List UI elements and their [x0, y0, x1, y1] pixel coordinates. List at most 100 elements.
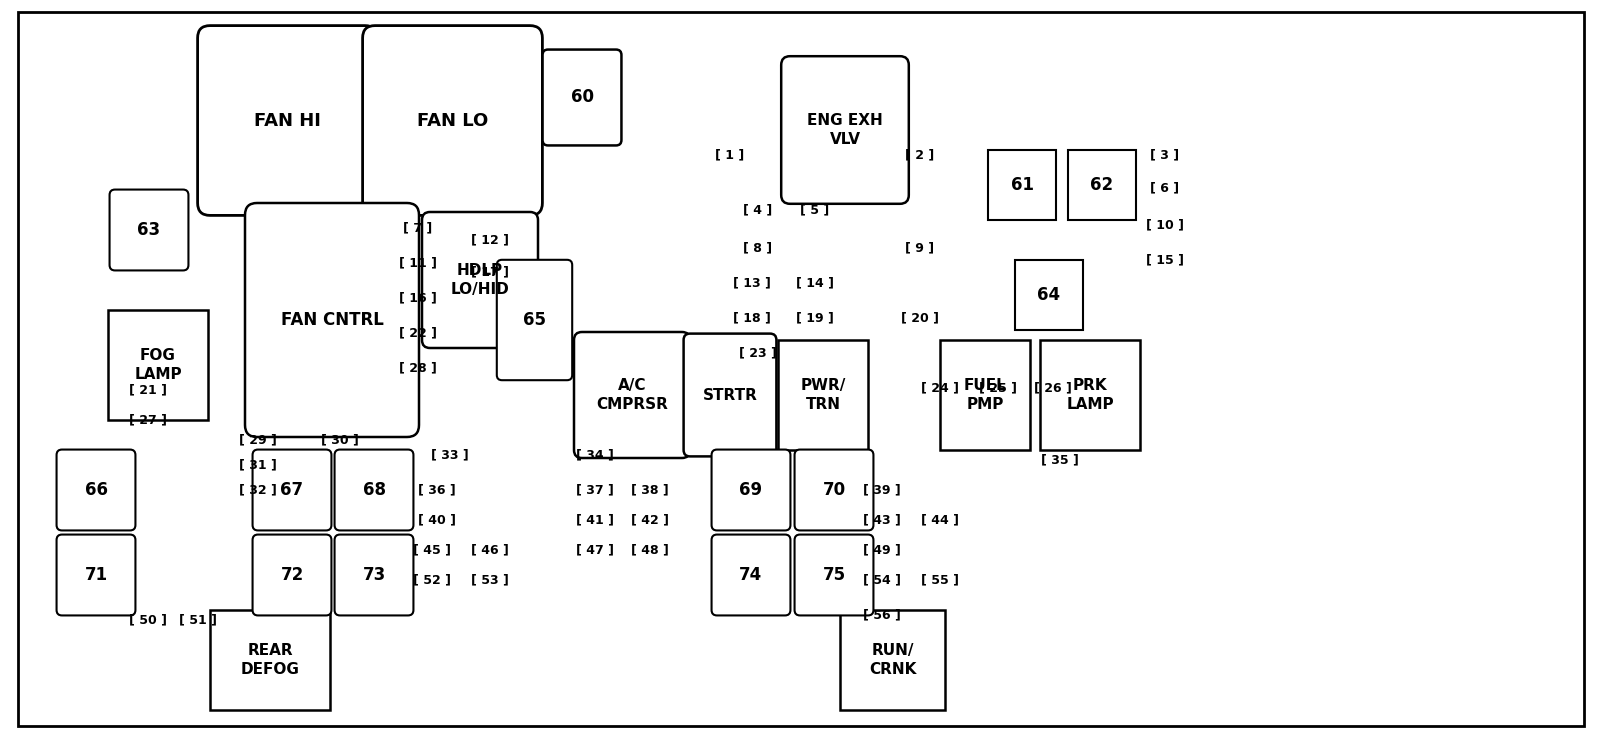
- Text: [ 28 ]: [ 28 ]: [399, 362, 437, 374]
- Text: [ 11 ]: [ 11 ]: [399, 257, 437, 269]
- Text: FUEL
PMP: FUEL PMP: [964, 378, 1006, 412]
- Text: [ 5 ]: [ 5 ]: [801, 204, 830, 216]
- Bar: [107, 310, 208, 420]
- Text: [ 8 ]: [ 8 ]: [743, 241, 772, 255]
- FancyBboxPatch shape: [335, 534, 413, 615]
- Text: [ 13 ]: [ 13 ]: [734, 277, 771, 289]
- Text: A/C
CMPRSR: A/C CMPRSR: [596, 378, 668, 412]
- FancyBboxPatch shape: [362, 26, 543, 215]
- Text: [ 15 ]: [ 15 ]: [1145, 253, 1184, 266]
- Bar: [1069, 150, 1136, 220]
- Text: [ 54 ]: [ 54 ]: [863, 573, 900, 587]
- Text: 66: 66: [85, 481, 107, 499]
- Bar: [779, 340, 868, 450]
- Text: FAN HI: FAN HI: [255, 111, 320, 129]
- Text: 71: 71: [85, 566, 107, 584]
- Text: [ 6 ]: [ 6 ]: [1150, 182, 1179, 195]
- Text: [ 35 ]: [ 35 ]: [1041, 453, 1078, 466]
- FancyBboxPatch shape: [497, 260, 572, 380]
- Text: 72: 72: [280, 566, 304, 584]
- Text: [ 53 ]: [ 53 ]: [471, 573, 509, 587]
- Text: 65: 65: [522, 311, 546, 329]
- Text: STRTR: STRTR: [703, 387, 758, 402]
- Text: 75: 75: [822, 566, 846, 584]
- Text: 68: 68: [362, 481, 386, 499]
- FancyBboxPatch shape: [543, 49, 622, 145]
- Text: [ 49 ]: [ 49 ]: [863, 543, 900, 556]
- Text: 63: 63: [138, 221, 160, 239]
- Text: [ 16 ]: [ 16 ]: [399, 292, 437, 305]
- Text: [ 30 ]: [ 30 ]: [320, 433, 359, 446]
- Text: [ 40 ]: [ 40 ]: [418, 514, 457, 526]
- Text: PRK
LAMP: PRK LAMP: [1067, 378, 1113, 412]
- Text: [ 18 ]: [ 18 ]: [734, 311, 771, 325]
- FancyBboxPatch shape: [711, 449, 790, 531]
- Text: PWR/
TRN: PWR/ TRN: [801, 378, 846, 412]
- Text: [ 44 ]: [ 44 ]: [921, 514, 960, 526]
- Text: [ 36 ]: [ 36 ]: [418, 483, 457, 497]
- Text: [ 45 ]: [ 45 ]: [413, 543, 452, 556]
- Text: [ 10 ]: [ 10 ]: [1145, 218, 1184, 232]
- Text: [ 50 ]: [ 50 ]: [130, 613, 167, 627]
- Text: [ 56 ]: [ 56 ]: [863, 609, 900, 621]
- FancyBboxPatch shape: [253, 449, 332, 531]
- Text: [ 42 ]: [ 42 ]: [631, 514, 670, 526]
- Text: [ 4 ]: [ 4 ]: [743, 204, 772, 216]
- Text: 64: 64: [1038, 286, 1061, 304]
- Text: [ 46 ]: [ 46 ]: [471, 543, 509, 556]
- Text: [ 55 ]: [ 55 ]: [921, 573, 960, 587]
- Text: [ 17 ]: [ 17 ]: [471, 266, 509, 278]
- FancyBboxPatch shape: [421, 212, 538, 348]
- Text: [ 23 ]: [ 23 ]: [739, 347, 777, 359]
- Text: 70: 70: [822, 481, 846, 499]
- Text: [ 3 ]: [ 3 ]: [1150, 148, 1179, 162]
- FancyBboxPatch shape: [795, 534, 873, 615]
- Text: [ 21 ]: [ 21 ]: [130, 384, 167, 396]
- Text: [ 27 ]: [ 27 ]: [130, 413, 167, 427]
- Text: 67: 67: [280, 481, 303, 499]
- Bar: [210, 610, 330, 710]
- FancyBboxPatch shape: [56, 534, 136, 615]
- Text: [ 29 ]: [ 29 ]: [239, 433, 277, 446]
- FancyBboxPatch shape: [711, 534, 790, 615]
- Text: [ 39 ]: [ 39 ]: [863, 483, 900, 497]
- Text: 69: 69: [740, 481, 763, 499]
- Text: [ 51 ]: [ 51 ]: [179, 613, 216, 627]
- Text: FOG
LAMP: FOG LAMP: [135, 348, 181, 382]
- Text: ENG EXH
VLV: ENG EXH VLV: [807, 113, 883, 147]
- Text: [ 12 ]: [ 12 ]: [471, 233, 509, 246]
- Text: [ 33 ]: [ 33 ]: [431, 449, 469, 461]
- FancyBboxPatch shape: [197, 26, 378, 215]
- Text: FAN CNTRL: FAN CNTRL: [280, 311, 383, 329]
- Text: [ 52 ]: [ 52 ]: [413, 573, 452, 587]
- Text: 61: 61: [1011, 176, 1033, 194]
- Text: [ 20 ]: [ 20 ]: [900, 311, 939, 325]
- Text: RUN/
CRNK: RUN/ CRNK: [868, 644, 916, 677]
- Bar: [1040, 340, 1141, 450]
- FancyBboxPatch shape: [253, 534, 332, 615]
- Text: [ 38 ]: [ 38 ]: [631, 483, 670, 497]
- FancyBboxPatch shape: [56, 449, 136, 531]
- Text: 60: 60: [570, 89, 593, 106]
- Text: [ 7 ]: [ 7 ]: [404, 221, 433, 235]
- Bar: [988, 150, 1056, 220]
- Text: [ 22 ]: [ 22 ]: [399, 326, 437, 339]
- Text: [ 32 ]: [ 32 ]: [239, 483, 277, 497]
- Bar: [839, 610, 945, 710]
- FancyBboxPatch shape: [795, 449, 873, 531]
- Text: HDLP
LO/HID: HDLP LO/HID: [450, 263, 509, 297]
- Text: [ 2 ]: [ 2 ]: [905, 148, 934, 162]
- Text: [ 31 ]: [ 31 ]: [239, 458, 277, 472]
- FancyBboxPatch shape: [782, 56, 908, 204]
- Text: [ 1 ]: [ 1 ]: [716, 148, 745, 162]
- Text: [ 34 ]: [ 34 ]: [577, 449, 614, 461]
- Text: [ 47 ]: [ 47 ]: [577, 543, 614, 556]
- Text: [ 9 ]: [ 9 ]: [905, 241, 934, 255]
- Text: FAN LO: FAN LO: [417, 111, 489, 129]
- Text: [ 24 ]: [ 24 ]: [921, 382, 960, 395]
- Text: [ 48 ]: [ 48 ]: [631, 543, 670, 556]
- Text: [ 19 ]: [ 19 ]: [796, 311, 835, 325]
- FancyBboxPatch shape: [245, 203, 420, 437]
- Text: [ 25 ]: [ 25 ]: [979, 382, 1017, 395]
- Text: [ 41 ]: [ 41 ]: [577, 514, 614, 526]
